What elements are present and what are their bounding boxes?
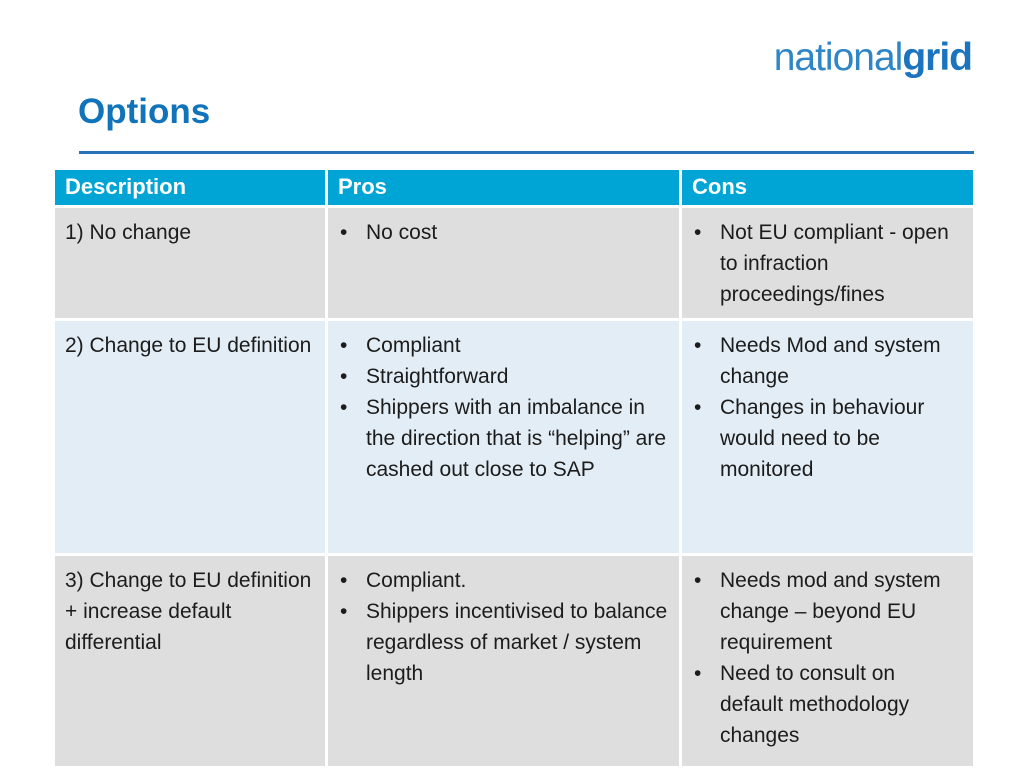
- bullet-item: • Shippers with an imbalance in the direc…: [338, 392, 669, 485]
- column-header-description: Description: [55, 170, 325, 205]
- pros-cell: • Compliant. • Shippers incentivised to bal…: [328, 556, 679, 766]
- bullet-list: • No cost: [338, 217, 669, 248]
- cons-cell: • Needs mod and system change – beyond EU…: [682, 556, 973, 766]
- options-table: Description Pros Cons 1) No change • No co…: [52, 167, 976, 768]
- bullet-text: Need to consult on default methodology c…: [720, 662, 910, 747]
- table-row: 3) Change to EU definition + increase de…: [55, 556, 973, 766]
- bullet-list: • Compliant. • Shippers incentivised to bal…: [338, 565, 669, 689]
- bullet-item: • Not EU compliant - open to infraction p…: [692, 217, 963, 310]
- bullet-item: • Changes in behaviour would need to be m…: [692, 392, 963, 485]
- column-header-cons: Cons: [682, 170, 973, 205]
- bullet-text: No cost: [366, 221, 438, 244]
- bullet-item: • Needs Mod and system change: [692, 330, 963, 392]
- description-text: 3) Change to EU definition + increase de…: [65, 569, 312, 654]
- bullet-list: • Needs mod and system change – beyond EU…: [692, 565, 963, 751]
- bullet-item: • Need to consult on default methodology …: [692, 658, 963, 751]
- bullet-marker: •: [340, 221, 348, 244]
- bullet-text: Compliant.: [366, 569, 467, 592]
- logo-text-national: national: [773, 36, 904, 79]
- table-body: 1) No change • No cost • Not EU compliant - …: [55, 208, 973, 766]
- bullet-text: Shippers incentivised to balance regardl…: [366, 600, 668, 685]
- title-underline: [79, 151, 974, 154]
- bullet-list: • Not EU compliant - open to infraction p…: [692, 217, 963, 310]
- bullet-marker: •: [340, 334, 348, 357]
- national-grid-logo: nationalgrid: [773, 36, 973, 79]
- bullet-list: • Compliant • Straightforward • Shippers with…: [338, 330, 669, 485]
- table-row: 1) No change • No cost • Not EU compliant - …: [55, 208, 973, 318]
- cons-cell: • Not EU compliant - open to infraction p…: [682, 208, 973, 318]
- bullet-marker: •: [694, 221, 702, 244]
- bullet-text: Needs Mod and system change: [720, 334, 941, 388]
- bullet-marker: •: [694, 662, 702, 685]
- cons-cell: • Needs Mod and system change • Changes in …: [682, 321, 973, 553]
- bullet-item: • Compliant.: [338, 565, 669, 596]
- description-text: 1) No change: [65, 221, 192, 244]
- table-row: 2) Change to EU definition • Compliant • Str…: [55, 321, 973, 553]
- pros-cell: • Compliant • Straightforward • Shippers with…: [328, 321, 679, 553]
- bullet-text: Needs mod and system change – beyond EU …: [720, 569, 941, 654]
- column-header-pros: Pros: [328, 170, 679, 205]
- pros-cell: • No cost: [328, 208, 679, 318]
- bullet-list: • Needs Mod and system change • Changes in …: [692, 330, 963, 485]
- bullet-item: • Shippers incentivised to balance regard…: [338, 596, 669, 689]
- options-table-wrapper: Description Pros Cons 1) No change • No co…: [52, 167, 976, 768]
- bullet-item: • No cost: [338, 217, 669, 248]
- bullet-text: Straightforward: [366, 365, 509, 388]
- bullet-item: • Needs mod and system change – beyond EU…: [692, 565, 963, 658]
- bullet-marker: •: [340, 600, 348, 623]
- bullet-item: • Compliant: [338, 330, 669, 361]
- bullet-text: Changes in behaviour would need to be mo…: [720, 396, 925, 481]
- description-cell: 2) Change to EU definition: [55, 321, 325, 553]
- bullet-marker: •: [694, 396, 702, 419]
- bullet-text: Shippers with an imbalance in the direct…: [366, 396, 666, 481]
- bullet-marker: •: [694, 334, 702, 357]
- table-header-row: Description Pros Cons: [55, 170, 973, 205]
- bullet-text: Not EU compliant - open to infraction pr…: [720, 221, 949, 306]
- page-title: Options: [78, 92, 211, 131]
- bullet-marker: •: [340, 365, 348, 388]
- logo-text-grid: grid: [902, 36, 973, 79]
- description-cell: 1) No change: [55, 208, 325, 318]
- bullet-item: • Straightforward: [338, 361, 669, 392]
- description-cell: 3) Change to EU definition + increase de…: [55, 556, 325, 766]
- bullet-text: Compliant: [366, 334, 461, 357]
- bullet-marker: •: [340, 569, 348, 592]
- bullet-marker: •: [340, 396, 348, 419]
- bullet-marker: •: [694, 569, 702, 592]
- description-text: 2) Change to EU definition: [65, 334, 312, 357]
